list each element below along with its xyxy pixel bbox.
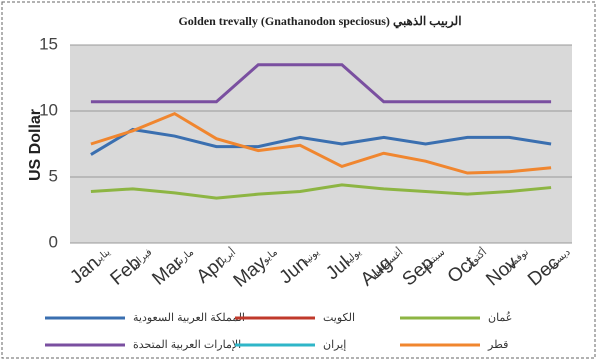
chart-title: Golden trevally (Gnathanodon speciosus) …	[178, 14, 461, 29]
legend-label: الإمارات العربية المتحدة	[133, 339, 241, 351]
series-line	[90, 183, 552, 200]
series-line	[90, 111, 552, 175]
y-axis-label: US Dollar	[27, 109, 44, 181]
y-tick-label: 15	[39, 34, 58, 53]
y-tick-label: 10	[39, 100, 58, 119]
legend-label: المملكة العربية السعودية	[133, 312, 245, 324]
legend-label: قطر	[487, 339, 508, 351]
series-line	[90, 127, 552, 156]
legend-label: إيران	[323, 339, 346, 351]
legend-label: عُمان	[488, 311, 512, 324]
y-tick-label: 5	[49, 166, 58, 185]
y-tick-label: 0	[49, 232, 58, 251]
legend-label: الكويت	[323, 312, 355, 324]
series-line	[90, 63, 552, 104]
plot-area	[70, 45, 572, 243]
